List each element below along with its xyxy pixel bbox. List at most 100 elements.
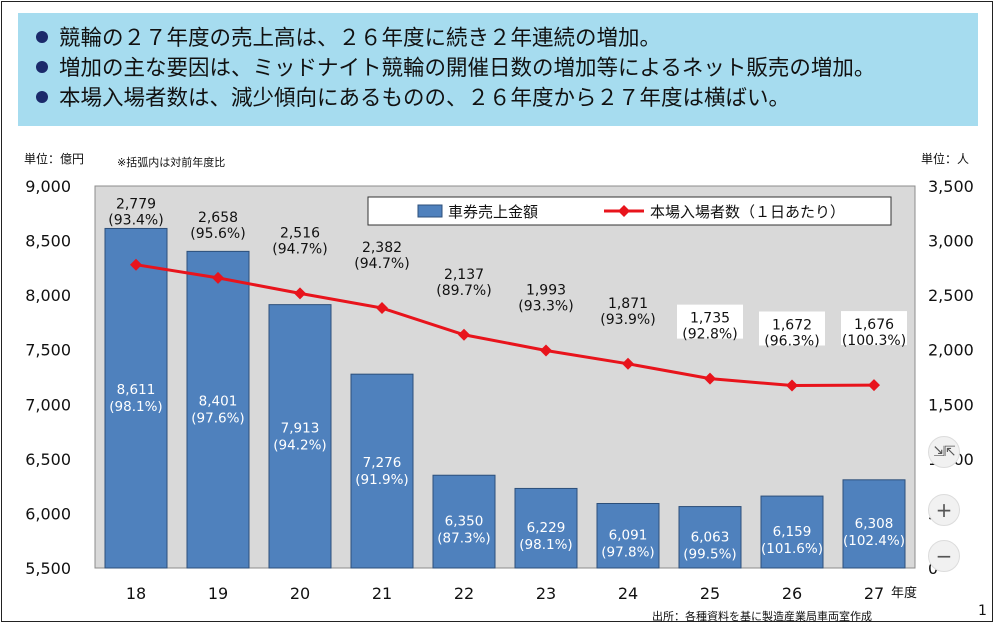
sales-ratio-label: (102.4%) bbox=[843, 533, 905, 549]
sales-bar bbox=[268, 304, 332, 569]
zoom-in-button[interactable]: + bbox=[928, 494, 960, 526]
sales-value-label: 7,276 bbox=[363, 455, 402, 471]
attendance-value-label: 2,658 bbox=[198, 210, 238, 226]
attendance-value-label: 2,779 bbox=[116, 197, 156, 213]
attendance-marker bbox=[868, 379, 880, 392]
sales-ratio-label: (99.5%) bbox=[683, 546, 736, 562]
y-left-tick-label: 8,000 bbox=[25, 286, 71, 305]
summary-banner: 競輪の２７年度の売上高は、２６年度に続き２年連続の増加。 増加の主な要因は、ミッ… bbox=[18, 13, 978, 126]
sales-bar bbox=[350, 373, 414, 569]
bullet-icon bbox=[36, 61, 48, 73]
y-left-tick-label: 7,000 bbox=[25, 395, 71, 414]
sales-value-label: 6,350 bbox=[445, 514, 484, 530]
sales-value-label: 8,611 bbox=[117, 382, 156, 398]
collapse-button[interactable]: ⇲⇱ bbox=[928, 436, 960, 468]
attendance-value-label: 1,672 bbox=[772, 318, 812, 334]
minus-icon: − bbox=[935, 544, 953, 568]
attendance-line bbox=[135, 263, 875, 388]
plus-icon: + bbox=[935, 498, 953, 522]
summary-text-1: 競輪の２７年度の売上高は、２６年度に続き２年連続の増加。 bbox=[59, 26, 662, 51]
left-axis-unit: 単位：億円 bbox=[24, 152, 85, 166]
zoom-out-button[interactable]: − bbox=[928, 540, 960, 572]
sales-value-label: 8,401 bbox=[199, 394, 238, 410]
bullet-icon bbox=[36, 31, 48, 43]
attendance-marker bbox=[540, 344, 552, 357]
page-number: 1 bbox=[978, 603, 987, 619]
x-tick-label: 19 bbox=[208, 584, 228, 603]
attendance-value-label: 1,735 bbox=[690, 311, 730, 327]
sales-value-label: 6,308 bbox=[855, 516, 894, 532]
legend-line-label: 本場入場者数（１日あたり） bbox=[650, 203, 845, 221]
attendance-ratio-label: (93.9%) bbox=[600, 312, 655, 328]
attendance-label-bg bbox=[677, 304, 743, 339]
sales-value-label: 6,091 bbox=[609, 528, 648, 544]
attendance-marker bbox=[704, 372, 716, 385]
attendance-marker bbox=[130, 258, 142, 271]
attendance-marker bbox=[294, 287, 306, 300]
x-tick-label: 22 bbox=[454, 584, 474, 603]
x-tick-label: 25 bbox=[700, 584, 720, 603]
attendance-ratio-label: (96.3%) bbox=[764, 334, 819, 350]
y-left-tick-label: 7,500 bbox=[25, 341, 71, 360]
sales-bar bbox=[186, 250, 250, 569]
attendance-marker bbox=[622, 357, 634, 370]
attendance-value-label: 2,137 bbox=[444, 267, 484, 283]
x-axis-label: 年度 bbox=[891, 585, 917, 601]
sales-bar bbox=[104, 227, 168, 569]
attendance-label-bg bbox=[841, 311, 907, 346]
source-note: 出所：各種資料を基に製造産業局車両室作成 bbox=[652, 610, 872, 623]
attendance-marker bbox=[212, 271, 224, 284]
sales-bar bbox=[842, 479, 906, 569]
y-right-tick-label: 2,000 bbox=[928, 341, 974, 360]
attendance-ratio-label: (93.3%) bbox=[518, 298, 573, 314]
attendance-value-label: 1,676 bbox=[854, 317, 894, 333]
y-left-tick-label: 6,000 bbox=[25, 504, 71, 523]
sales-value-label: 6,063 bbox=[691, 529, 730, 545]
y-left-tick-label: 9,000 bbox=[25, 177, 71, 196]
sales-bar bbox=[678, 506, 742, 569]
collapse-icon: ⇲⇱ bbox=[933, 444, 955, 460]
y-right-tick-label: 3,000 bbox=[928, 232, 974, 251]
x-tick-label: 27 bbox=[864, 584, 884, 603]
attendance-label-bg bbox=[759, 311, 825, 346]
attendance-marker bbox=[458, 328, 470, 341]
x-tick-label: 26 bbox=[782, 584, 802, 603]
sales-bar bbox=[432, 474, 496, 569]
summary-text-3: 本場入場者数は、減少傾向にあるものの、２６年度から２７年度は横ばい。 bbox=[59, 86, 791, 111]
attendance-ratio-label: (95.6%) bbox=[190, 226, 245, 242]
sales-bar bbox=[514, 487, 578, 569]
sales-ratio-label: (94.2%) bbox=[273, 437, 326, 453]
y-right-tick-label: 1,500 bbox=[928, 395, 974, 414]
x-tick-label: 23 bbox=[536, 584, 556, 603]
y-right-tick-label: 3,500 bbox=[928, 177, 974, 196]
x-tick-label: 18 bbox=[126, 584, 146, 603]
sales-value-label: 6,229 bbox=[527, 520, 566, 536]
summary-line-3: 本場入場者数は、減少傾向にあるものの、２６年度から２７年度は横ばい。 bbox=[36, 84, 964, 114]
ratio-note: ※括弧内は対前年度比 bbox=[117, 156, 226, 169]
legend-bar-swatch bbox=[417, 204, 443, 218]
sales-ratio-label: (87.3%) bbox=[437, 531, 490, 547]
y-left-tick-label: 8,500 bbox=[25, 232, 71, 251]
sales-value-label: 7,913 bbox=[281, 420, 320, 436]
summary-line-1: 競輪の２７年度の売上高は、２６年度に続き２年連続の増加。 bbox=[36, 24, 964, 54]
y-left-tick-label: 5,500 bbox=[25, 559, 71, 578]
sales-value-label: 6,159 bbox=[773, 524, 812, 540]
sales-ratio-label: (98.1%) bbox=[519, 537, 572, 553]
attendance-value-label: 2,382 bbox=[362, 240, 402, 256]
sales-ratio-label: (97.8%) bbox=[601, 545, 654, 561]
x-tick-label: 21 bbox=[372, 584, 392, 603]
sales-ratio-label: (101.6%) bbox=[761, 541, 823, 557]
attendance-ratio-label: (89.7%) bbox=[436, 283, 491, 299]
attendance-ratio-label: (94.7%) bbox=[272, 241, 327, 257]
summary-text-2: 増加の主な要因は、ミッドナイト競輪の開催日数の増加等によるネット販売の増加。 bbox=[59, 56, 876, 81]
attendance-marker bbox=[786, 379, 798, 392]
right-axis-unit: 単位：人 bbox=[921, 152, 970, 166]
attendance-marker bbox=[376, 302, 388, 315]
sales-ratio-label: (97.6%) bbox=[191, 411, 244, 427]
bullet-icon bbox=[36, 91, 48, 103]
attendance-ratio-label: (94.7%) bbox=[354, 256, 409, 272]
y-left-tick-label: 6,500 bbox=[25, 450, 71, 469]
attendance-value-label: 1,993 bbox=[526, 282, 566, 298]
